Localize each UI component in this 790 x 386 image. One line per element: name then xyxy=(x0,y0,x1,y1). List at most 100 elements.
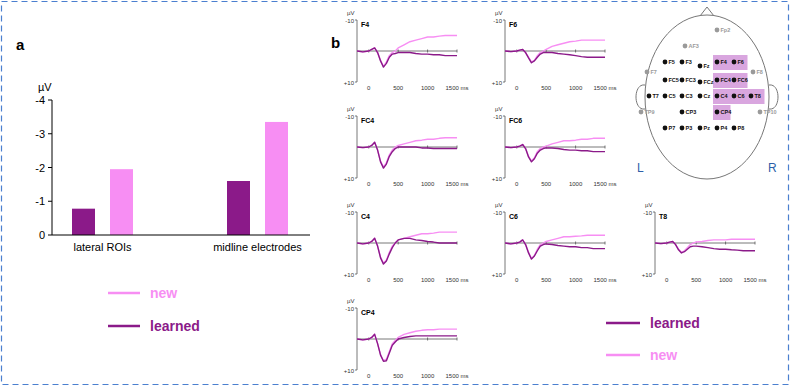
panel-label: b xyxy=(331,34,340,51)
chart-title: F4 xyxy=(361,21,369,28)
y-axis-label: µV xyxy=(347,202,354,208)
x-tick xyxy=(427,50,428,53)
x-tick-label: 0 xyxy=(367,181,371,187)
y-tick-label: -10 xyxy=(345,114,354,120)
bar xyxy=(72,209,95,235)
x-tick-label: 0 xyxy=(515,181,519,187)
x-tick-label: 500 xyxy=(393,277,404,283)
y-tick xyxy=(503,274,505,275)
frame xyxy=(2,2,789,385)
electrode xyxy=(698,64,703,69)
x-tick-label: 1000 xyxy=(569,181,583,187)
x-tick-label: 1500 ms xyxy=(593,181,616,187)
electrode xyxy=(698,80,703,85)
chart-title: C6 xyxy=(509,213,518,220)
erp-line xyxy=(505,145,605,162)
y-tick-label: -3 xyxy=(35,128,45,140)
roi-highlight xyxy=(713,89,731,104)
y-axis-label: µV xyxy=(495,202,502,208)
y-tick-label: -10 xyxy=(345,18,354,24)
erp-line xyxy=(357,232,457,263)
chart-title: FC4 xyxy=(361,117,374,124)
lines xyxy=(505,235,605,259)
x-tick-label: 1500 ms xyxy=(445,373,468,379)
y-tick-label: -10 xyxy=(345,210,354,216)
y-tick xyxy=(503,178,505,179)
side-label: R xyxy=(768,161,777,175)
electrode-label: FC3 xyxy=(686,77,696,83)
electrode xyxy=(715,60,720,65)
electrode-label: F7 xyxy=(651,69,657,75)
bars xyxy=(72,122,288,235)
x-axis xyxy=(52,235,310,236)
y-tick-label: -1 xyxy=(35,195,45,207)
x-tick xyxy=(575,146,576,149)
electrode-label: FC5 xyxy=(669,77,679,83)
x-tick-label: 1000 xyxy=(421,277,435,283)
erp-line xyxy=(505,49,605,62)
x-tick-label: 500 xyxy=(393,373,404,379)
electrode xyxy=(663,60,668,65)
y-tick-label: -4 xyxy=(35,94,45,106)
electrode xyxy=(680,78,685,83)
x-tick xyxy=(575,50,576,53)
y-tick xyxy=(503,212,505,213)
x-tick-label: 0 xyxy=(665,277,669,283)
electrode xyxy=(680,60,685,65)
x-tick-label: 500 xyxy=(541,85,552,91)
electrode-label: FCz xyxy=(704,79,714,85)
figure: ab0-1-2-3-4µVlateral ROIsmidline electro… xyxy=(0,0,790,386)
roi-highlight xyxy=(730,55,748,70)
category-label: midline electrodes xyxy=(213,241,302,253)
category-label: lateral ROIs xyxy=(73,241,132,253)
head-outline xyxy=(645,15,769,179)
roi-highlight xyxy=(747,89,765,104)
erp-chart: -10+10050010001500 msµVC6 xyxy=(492,202,617,283)
electrode xyxy=(715,126,720,131)
y-tick-label: +10 xyxy=(344,368,355,374)
erp-line xyxy=(357,142,457,168)
y-tick-label: 0 xyxy=(39,229,45,241)
erp-line xyxy=(357,329,457,361)
lines xyxy=(655,239,755,253)
y-tick-label: -10 xyxy=(345,306,354,312)
electrode-label: Cz xyxy=(704,93,711,99)
erp-line xyxy=(505,40,605,62)
electrode-label: FC4 xyxy=(721,77,732,83)
electrode xyxy=(698,94,703,99)
x-tick-label: 1500 ms xyxy=(743,277,766,283)
y-axis-label: µV xyxy=(347,106,354,112)
x-tick xyxy=(457,50,458,53)
erp-line xyxy=(357,48,457,67)
y-axis-label: µV xyxy=(347,298,354,304)
x-tick-label: 500 xyxy=(691,277,702,283)
lines xyxy=(357,138,457,168)
y-axis-label: µV xyxy=(347,10,354,16)
legend: learnednew xyxy=(606,315,700,363)
x-tick xyxy=(427,338,428,341)
x-tick-label: 1000 xyxy=(421,181,435,187)
electrode xyxy=(715,94,720,99)
y-tick-label: -2 xyxy=(35,162,45,174)
electrode-label: F8 xyxy=(757,69,763,75)
erp-chart: -10+10050010001500 msµVFC6 xyxy=(492,106,617,187)
x-tick xyxy=(605,242,606,245)
x-tick-label: 1000 xyxy=(421,85,435,91)
legend-label: new xyxy=(150,285,177,301)
y-tick xyxy=(653,212,655,213)
erp-chart: -10+10050010001500 msµVT8 xyxy=(642,202,767,283)
x-tick-label: 0 xyxy=(367,277,371,283)
bar-chart: 0-1-2-3-4µVlateral ROIsmidline electrode… xyxy=(35,81,310,334)
legend-swatch xyxy=(108,292,140,295)
x-tick-label: 0 xyxy=(367,373,371,379)
bar xyxy=(110,169,133,235)
erp-chart: -10+10050010001500 msµVF4 xyxy=(344,10,469,91)
legend-label: new xyxy=(650,347,677,363)
x-tick xyxy=(755,242,756,245)
electrode-label: TP9 xyxy=(645,109,655,115)
y-tick-label: +10 xyxy=(492,272,503,278)
roi-highlight xyxy=(713,55,731,70)
electrode-label: FC6 xyxy=(738,77,748,83)
electrode xyxy=(645,70,650,75)
x-tick-label: 1500 ms xyxy=(445,85,468,91)
